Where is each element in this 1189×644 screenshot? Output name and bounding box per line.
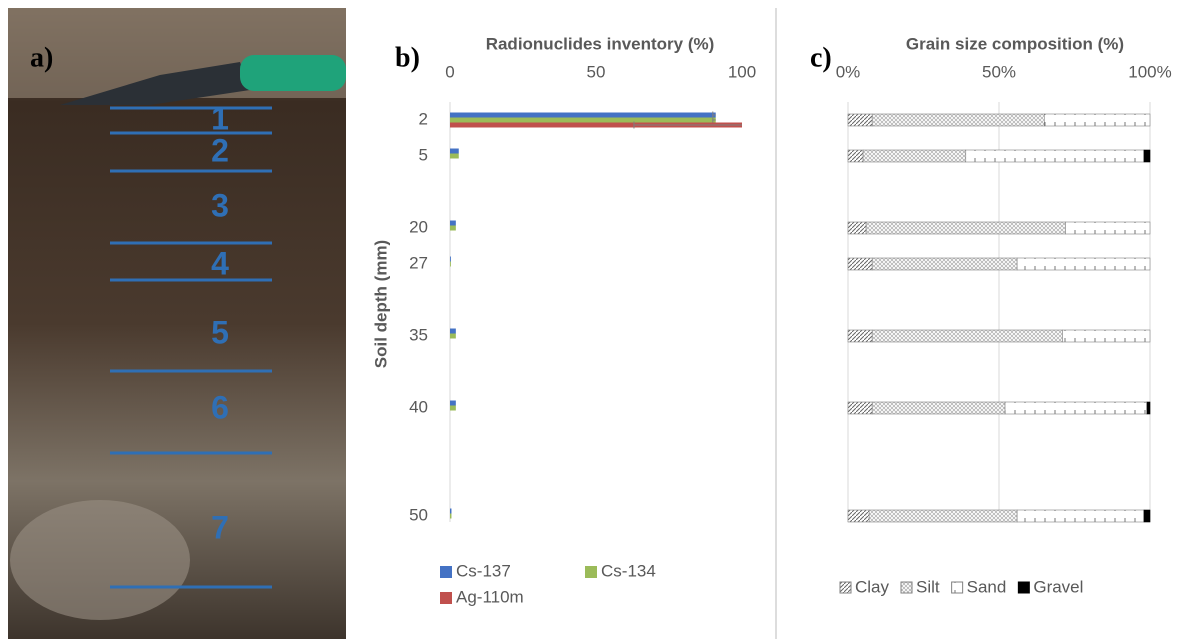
bar-segment (847, 149, 864, 163)
legend-label: Sand (967, 577, 1007, 596)
bar-segment (1062, 329, 1151, 343)
layer-lines (110, 106, 272, 589)
bar (450, 256, 451, 262)
rock (10, 500, 190, 620)
legend-swatch (951, 581, 964, 594)
bar-segment (847, 509, 870, 523)
bar (450, 225, 456, 231)
trowel-handle (240, 55, 346, 91)
layer-label: 1 (211, 100, 229, 136)
bar-segment (847, 221, 867, 235)
x-tick-label: 100 (728, 62, 756, 81)
y-tick-label: 5 (419, 145, 428, 164)
bar-segment (871, 329, 1063, 343)
bar-segment (847, 401, 873, 415)
chart-title: Radionuclides inventory (%) (486, 34, 715, 53)
legend-swatch (440, 592, 452, 604)
bar (450, 153, 459, 159)
x-tick-label: 50% (982, 62, 1016, 81)
y-tick-label: 27 (409, 253, 428, 272)
legend-label: Cs-137 (456, 561, 511, 580)
bar-segment (847, 329, 873, 343)
bar-segment (1044, 113, 1151, 127)
legend-label: Clay (855, 577, 890, 596)
layer-label: 3 (211, 187, 229, 223)
y-tick-label: 50 (409, 505, 428, 524)
bar-segment (871, 113, 1045, 127)
bar (450, 405, 456, 411)
bar-segment (871, 257, 1018, 271)
bar-segment (847, 257, 873, 271)
legend-swatch (585, 566, 597, 578)
panel-label: b) (395, 42, 420, 73)
bar (450, 513, 452, 519)
bar (450, 220, 456, 226)
layer-label: 7 (211, 509, 229, 545)
chart-title: Grain size composition (%) (906, 34, 1124, 53)
bar-segment (1065, 221, 1151, 235)
bar (450, 122, 742, 128)
bar (450, 333, 456, 339)
layer-label: 5 (211, 314, 229, 350)
bar (450, 508, 452, 514)
x-tick-label: 0 (445, 62, 454, 81)
y-tick-label: 35 (409, 325, 428, 344)
x-tick-label: 0% (836, 62, 861, 81)
photo (8, 8, 346, 639)
legend-label: Gravel (1033, 577, 1083, 596)
bar-segment (865, 221, 1066, 235)
x-tick-label: 100% (1128, 62, 1171, 81)
bar (450, 400, 456, 406)
bar (450, 328, 456, 334)
x-tick-label: 50 (587, 62, 606, 81)
panel-label: c) (810, 42, 832, 73)
bar-segment (1004, 401, 1148, 415)
bar-segment (1016, 509, 1145, 523)
layer-label: 6 (211, 389, 229, 425)
layer-label: 4 (211, 245, 229, 281)
trowel-blade (60, 62, 250, 105)
bar-segment (868, 509, 1018, 523)
bar-segment (1016, 257, 1151, 271)
bar-segment (862, 149, 967, 163)
bar-segment (871, 401, 1006, 415)
bar-segment (1146, 401, 1151, 415)
legend-label: Ag-110m (456, 587, 524, 606)
y-axis-label: Soil depth (mm) (371, 240, 390, 368)
legend-label: Cs-134 (601, 561, 656, 580)
legend-label: Silt (916, 577, 940, 596)
bar-segment (965, 149, 1145, 163)
bar-segment (1143, 149, 1151, 163)
bar (450, 117, 716, 123)
bar (450, 112, 716, 118)
y-tick-label: 2 (419, 109, 428, 128)
panel-label: a) (30, 42, 53, 73)
y-tick-label: 20 (409, 217, 428, 236)
bar-segment (1143, 509, 1151, 523)
legend-swatch (900, 581, 913, 594)
bar-segment (847, 113, 873, 127)
bar (450, 148, 459, 154)
y-tick-label: 40 (409, 397, 428, 416)
bar (450, 261, 451, 267)
legend-swatch (839, 581, 852, 594)
legend-swatch (1017, 581, 1030, 594)
layer-label: 2 (211, 132, 229, 168)
legend-swatch (440, 566, 452, 578)
